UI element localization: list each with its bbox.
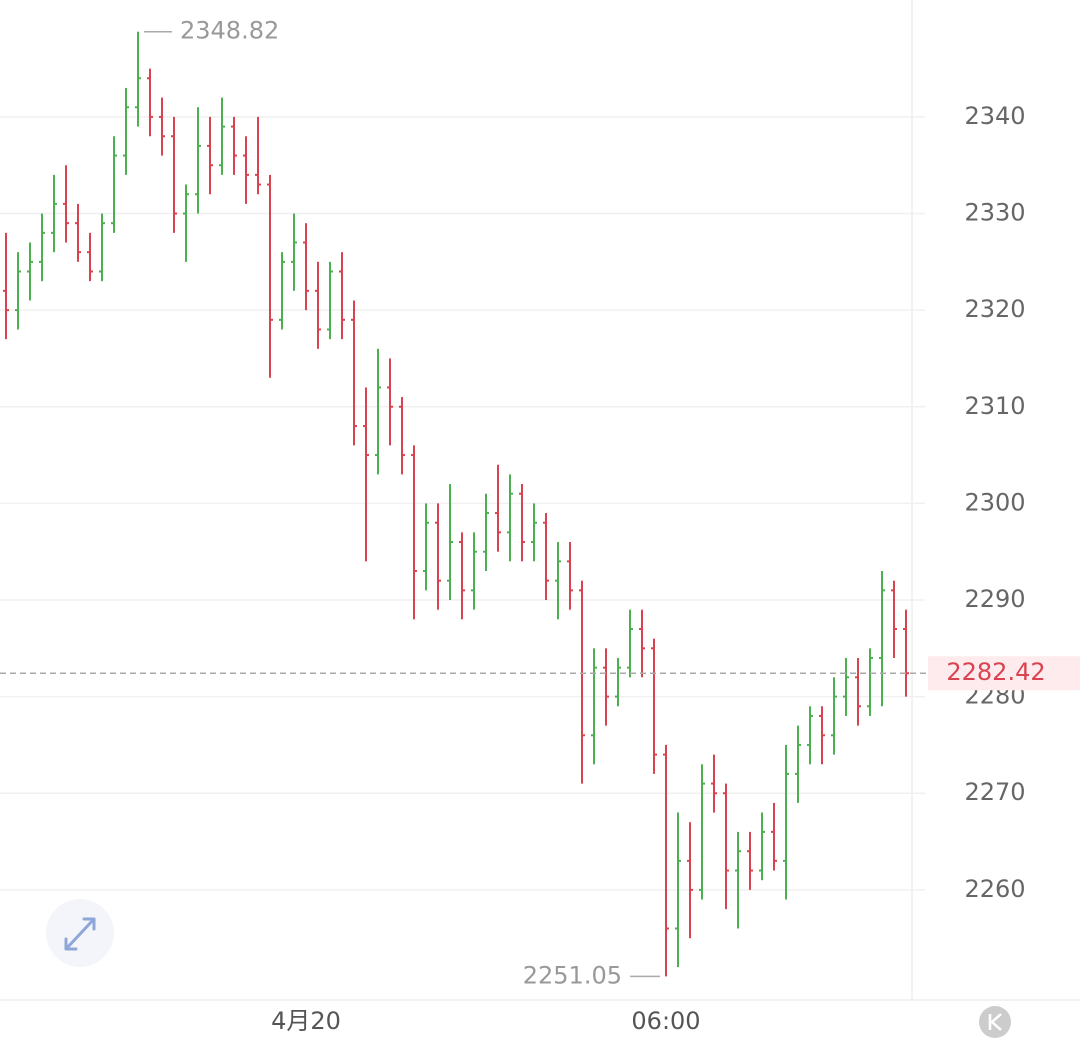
- y-tick-label: 2290: [964, 585, 1025, 613]
- low-marker-label: 2251.05: [523, 961, 622, 989]
- high-marker-label: 2348.82: [180, 17, 279, 45]
- y-tick-label: 2320: [964, 295, 1025, 323]
- kline-icon[interactable]: [988, 1013, 1002, 1031]
- y-tick-label: 2310: [964, 392, 1025, 420]
- last-price-bg: [928, 656, 1080, 691]
- y-tick-label: 2270: [964, 778, 1025, 806]
- kline-bg[interactable]: [979, 1006, 1011, 1038]
- x-tick-label: 06:00: [631, 1007, 700, 1035]
- kline-button[interactable]: [979, 1006, 1011, 1038]
- x-tick-label: 4月20: [271, 1007, 341, 1035]
- y-tick-label: 2300: [964, 488, 1025, 516]
- y-tick-label: 2340: [964, 102, 1025, 130]
- y-tick-label: 2260: [964, 875, 1025, 903]
- expand-icon[interactable]: [64, 917, 96, 951]
- expand-button[interactable]: [46, 899, 114, 967]
- y-tick-label: 2330: [964, 199, 1025, 227]
- last-price-label: 2282.42: [946, 658, 1045, 686]
